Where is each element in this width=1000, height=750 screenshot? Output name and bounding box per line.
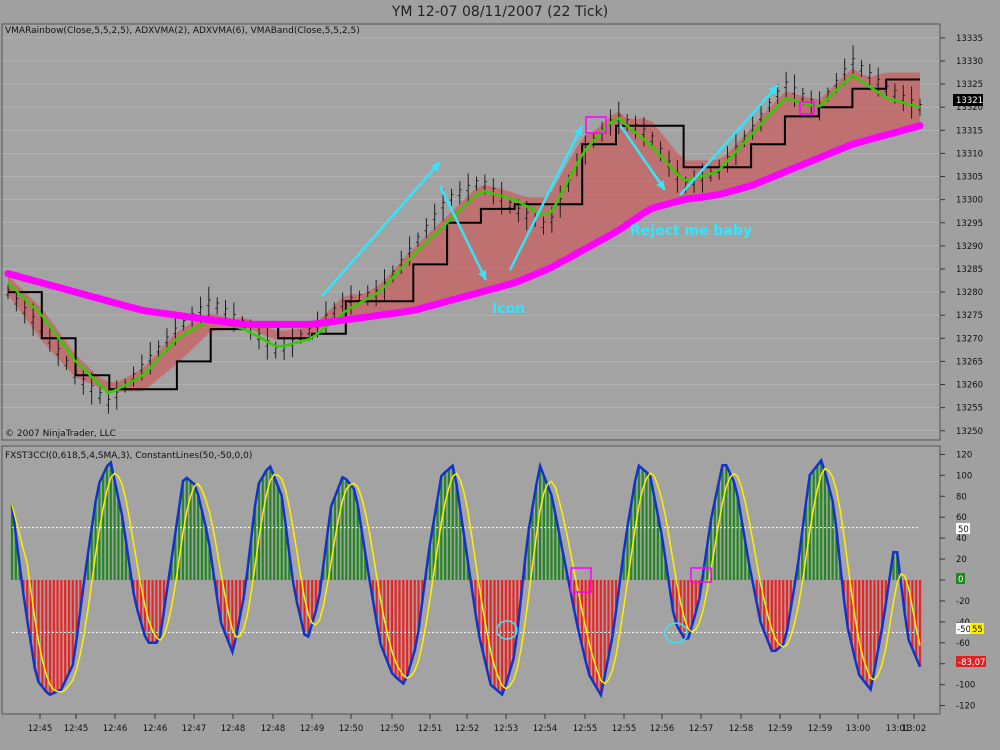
signal-circle: [664, 622, 688, 644]
price-tick-label: 13315: [956, 126, 983, 136]
price-tick-label: 13300: [956, 196, 983, 206]
time-tick-label: 12:52: [455, 724, 480, 734]
time-tick-label: 12:45: [64, 724, 89, 734]
signal-line: [11, 467, 921, 693]
arrow-head: [768, 85, 778, 95]
price-tick-label: 13260: [956, 381, 983, 391]
current-price-label: 13321: [956, 96, 983, 106]
price-marker-box: [585, 116, 607, 134]
current-signal-tag: 55: [972, 625, 983, 635]
arrow-shaft: [679, 84, 779, 196]
rainbow-fill: [8, 68, 920, 392]
arrows: [321, 84, 779, 297]
osc-tick-label: 40: [956, 534, 967, 544]
time-tick-label: 12:59: [808, 724, 833, 734]
time-tick-label: 12:48: [261, 724, 286, 734]
time-tick-label: 12:53: [494, 724, 519, 734]
price-tick-label: 13305: [956, 173, 983, 183]
price-marker-box: [799, 101, 815, 115]
copyright-text: © 2007 NinjaTrader, LLC: [5, 429, 116, 439]
arrow-shaft: [321, 161, 441, 297]
time-tick-label: 13:02: [902, 724, 927, 734]
current-cci-tag: -83,07: [958, 658, 985, 668]
price-axis: 13250 13255 13260 13265 13270 13275 13280 13285…: [940, 34, 983, 437]
time-tick-label: 12:50: [380, 724, 405, 734]
price-panel[interactable]: 13250 13255 13260 13265 13270 13275 13280 13285…: [1, 23, 983, 441]
osc-axis: -120-100-80-60-40-20020406080100120: [940, 450, 975, 712]
arrow-shaft: [438, 185, 488, 281]
time-tick-label: 12:49: [300, 724, 325, 734]
level-0-tag: 0: [958, 575, 963, 585]
price-tick-label: 13270: [956, 334, 983, 344]
vmaband-line: [4, 122, 924, 328]
time-tick-label: 12:58: [729, 724, 754, 734]
oscillator-panel[interactable]: -120-100-80-60-40-20020406080100120 FXST…: [1, 445, 986, 715]
time-tick-label: 12:47: [182, 724, 207, 734]
time-tick-label: 12:57: [689, 724, 714, 734]
osc-marker-box: [570, 567, 592, 593]
time-tick-label: 12:48: [221, 724, 246, 734]
osc-tick-label: 80: [956, 492, 967, 502]
price-tick-label: 13325: [956, 80, 983, 90]
signal-circle: [496, 620, 518, 640]
price-indicator-label: VMARainbow(Close,5,5,2,5), ADXVMA(2), AD…: [5, 26, 360, 36]
cci-line: [10, 457, 922, 699]
time-tick-label: 12:59: [768, 724, 793, 734]
price-tick-label: 13275: [956, 311, 983, 321]
price-tick-label: 13290: [956, 242, 983, 252]
osc-boxes: [570, 567, 712, 593]
window-title: YM 12-07 08/11/2007 (22 Tick): [391, 4, 608, 20]
current-price-tag: 13321: [953, 94, 983, 106]
time-axis: 12:45 12:45 12:46 12:46 12:47 12:48 12:48 12:49…: [28, 714, 927, 734]
osc-tick-label: 120: [956, 450, 972, 460]
time-tick-label: 12:56: [650, 724, 675, 734]
osc-tick-label: -100: [956, 681, 975, 691]
time-tick-label: 13:01: [886, 724, 911, 734]
osc-tick-label: -60: [956, 639, 970, 649]
price-tick-label: 13330: [956, 57, 983, 67]
time-tick-label: 12:51: [418, 724, 443, 734]
price-tick-label: 13320: [956, 103, 983, 113]
time-tick-label: 12:45: [28, 724, 53, 734]
time-tick-label: 12:55: [573, 724, 598, 734]
arrow-head: [478, 270, 486, 280]
osc-tick-label: 20: [956, 555, 967, 565]
arrow-head: [430, 162, 440, 172]
annotation-reject: Reject me baby: [630, 223, 752, 239]
price-boxes: [585, 101, 815, 134]
level-50-tag: 50: [958, 525, 969, 535]
time-tick-label: 12:54: [533, 724, 558, 734]
level-minus50-tag: -50: [957, 625, 971, 635]
arrow-shaft: [618, 124, 667, 191]
price-tick-label: 13255: [956, 404, 983, 414]
osc-indicator-label: FXST3CCI(0,618,5,4,SMA,3), ConstantLines…: [5, 451, 252, 461]
level-tags: 50 0 -50 55 -83,07: [956, 523, 986, 668]
price-tick-label: 13250: [956, 427, 983, 437]
osc-marker-box: [690, 567, 712, 583]
rainbow-band: [8, 68, 920, 392]
price-tick-label: 13310: [956, 149, 983, 159]
price-tick-label: 13280: [956, 288, 983, 298]
osc-tick-label: -120: [956, 702, 975, 712]
arrow-head: [574, 126, 582, 136]
time-tick-label: 12:46: [103, 724, 128, 734]
osc-tick-label: -20: [956, 597, 970, 607]
arrow-shaft: [508, 125, 584, 271]
annotation-icon: Icon: [492, 301, 525, 317]
adxvma-fast-line: [7, 73, 921, 395]
time-tick-label: 13:00: [846, 724, 871, 734]
time-tick-label: 12:55: [612, 724, 637, 734]
price-tick-label: 13265: [956, 357, 983, 367]
price-tick-label: 13285: [956, 265, 983, 275]
osc-tick-label: 60: [956, 513, 967, 523]
osc-tick-label: 100: [956, 471, 972, 481]
circles: [496, 620, 688, 644]
price-tick-label: 13335: [956, 34, 983, 44]
time-tick-label: 12:50: [339, 724, 364, 734]
time-tick-label: 12:46: [143, 724, 168, 734]
arrow-head: [656, 180, 665, 190]
osc-tick-label: -40: [956, 618, 970, 628]
price-tick-label: 13295: [956, 219, 983, 229]
